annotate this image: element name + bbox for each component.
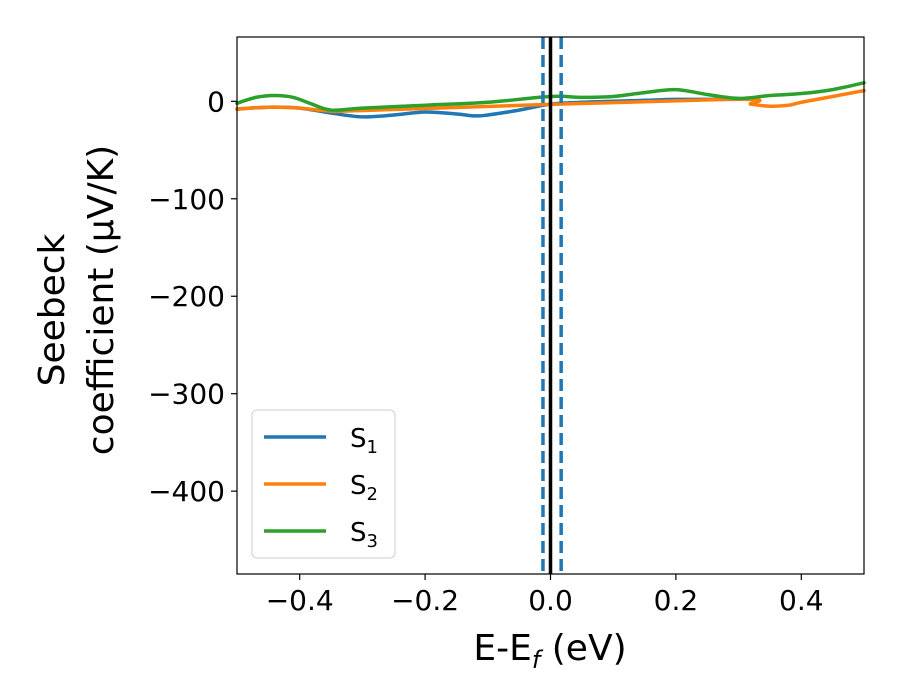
- y-tick-label: −100: [148, 183, 225, 216]
- legend-label-s2: S2: [350, 471, 378, 505]
- x-axis-label-main: E-E: [473, 628, 531, 669]
- y-axis-label-line1: Seebeck: [32, 233, 73, 386]
- y-axis-ticks: 0 −100 −200 −300 −400: [148, 85, 237, 508]
- y-tick-label: −300: [148, 378, 225, 411]
- y-tick-label: 0: [207, 85, 225, 118]
- series-line-s3: [235, 81, 866, 112]
- y-tick-label: −200: [148, 280, 225, 313]
- x-tick-label: 0.4: [779, 584, 824, 617]
- plot-lines: [235, 81, 866, 119]
- y-axis-label-line2: coefficient (μV/K): [81, 145, 122, 455]
- y-axis-label: Seebeck coefficient (μV/K): [32, 145, 122, 455]
- x-tick-label: −0.4: [266, 584, 334, 617]
- x-axis-label: E-Ef (eV): [473, 628, 626, 674]
- x-axis-ticks: −0.4 −0.2 0.0 0.2 0.4: [266, 574, 824, 617]
- legend-label-s3: S3: [350, 518, 378, 552]
- x-tick-label: −0.2: [391, 584, 459, 617]
- series-line-s2: [235, 88, 866, 114]
- x-tick-label: 0.2: [654, 584, 699, 617]
- legend: S1 S2 S3: [251, 409, 396, 559]
- x-axis-label-unit: (eV): [540, 628, 626, 669]
- vertical-lines: [541, 37, 563, 574]
- x-tick-label: 0.0: [528, 584, 573, 617]
- legend-label-s1: S1: [350, 424, 378, 458]
- y-tick-label: −400: [148, 475, 225, 508]
